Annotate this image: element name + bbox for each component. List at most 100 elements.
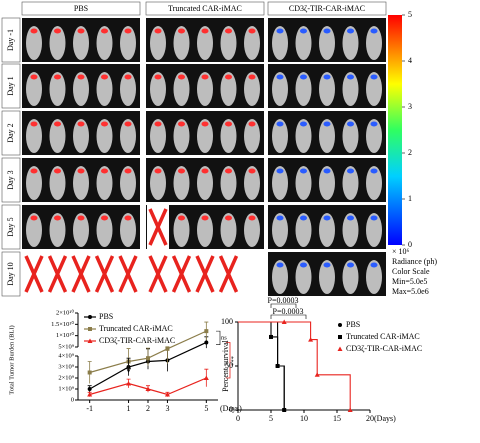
point xyxy=(337,346,343,351)
signal xyxy=(300,74,307,80)
signal xyxy=(276,121,284,127)
mouse xyxy=(73,119,89,153)
day-label-box xyxy=(1,251,21,297)
group-header: CD3ζ-TIR-CAR-iMAC xyxy=(289,4,365,13)
day-label-box xyxy=(1,63,21,109)
mouse xyxy=(120,72,136,106)
point xyxy=(282,408,287,412)
day-label: Day -1 xyxy=(6,29,15,51)
day-label-box xyxy=(1,110,21,156)
x-tick-label: 20 xyxy=(366,414,374,423)
mouse xyxy=(26,26,42,60)
signal xyxy=(178,121,185,127)
mouse xyxy=(96,213,113,247)
legend-label: PBS xyxy=(99,312,113,321)
point xyxy=(87,392,93,397)
legend-label: PBS xyxy=(346,320,360,329)
day-label-box xyxy=(1,204,21,250)
signal xyxy=(300,168,307,174)
signal xyxy=(124,74,132,80)
survival-curve xyxy=(238,321,351,410)
point xyxy=(165,346,170,351)
bracket xyxy=(226,342,231,379)
signal xyxy=(347,262,354,268)
mouse xyxy=(295,260,312,294)
signal xyxy=(201,168,209,174)
signal xyxy=(248,74,256,80)
point xyxy=(126,381,132,386)
signal xyxy=(54,74,61,80)
signal xyxy=(124,215,132,221)
signal xyxy=(225,168,232,174)
mouse xyxy=(49,72,66,106)
signal xyxy=(370,28,378,34)
signal xyxy=(300,28,307,34)
mouse xyxy=(272,213,288,247)
signal xyxy=(124,121,132,127)
legend-label: Truncated CAR-iMAC xyxy=(346,332,420,341)
signal xyxy=(248,168,256,174)
mouse xyxy=(366,166,382,200)
day-label: Day 5 xyxy=(6,217,15,236)
point xyxy=(164,392,170,397)
y-axis-label: Percent survival xyxy=(221,339,230,392)
signal xyxy=(370,215,378,221)
signal xyxy=(248,121,256,127)
colorbar-max: Max=5.0e6 xyxy=(392,287,429,296)
death-cross xyxy=(148,208,168,246)
point xyxy=(88,315,92,319)
colorbar-min: Min=5.0e5 xyxy=(392,277,427,286)
mouse xyxy=(73,72,89,106)
signal xyxy=(101,121,108,127)
signal xyxy=(54,28,61,34)
death-cross xyxy=(195,255,215,293)
x-axis-label: (Days) xyxy=(220,404,242,413)
colorbar-tick-label: 1 xyxy=(408,194,412,203)
group-header-box xyxy=(267,1,387,16)
mouse xyxy=(244,26,260,60)
mouse xyxy=(197,213,213,247)
group-header-box xyxy=(21,1,141,16)
day-label: Day 2 xyxy=(6,123,15,142)
mouse xyxy=(220,72,237,106)
signal xyxy=(178,215,185,221)
colorbar xyxy=(388,15,402,245)
colorbar-tick-label: 2 xyxy=(408,148,412,157)
signal xyxy=(178,168,185,174)
x-tick-label: 2 xyxy=(146,404,150,413)
signal xyxy=(225,28,232,34)
mouse xyxy=(49,119,66,153)
mouse xyxy=(319,72,335,106)
signal xyxy=(225,74,232,80)
mouse xyxy=(272,119,288,153)
mouse xyxy=(26,213,42,247)
colorbar-multiplier: × 10⁶ xyxy=(392,247,410,256)
death-cross xyxy=(148,255,168,293)
point xyxy=(281,319,287,324)
signal xyxy=(323,262,331,268)
mouse xyxy=(73,213,89,247)
mouse xyxy=(342,72,359,106)
mouse xyxy=(173,72,190,106)
signal xyxy=(347,74,354,80)
signal xyxy=(323,28,331,34)
mouse xyxy=(295,26,312,60)
legend-label: CD3ζ-TIR-CAR-iMAC xyxy=(99,336,175,345)
x-tick-label: 10 xyxy=(300,414,308,423)
legend-label: CD3ζ-TIR-CAR-iMAC xyxy=(346,344,422,353)
mouse xyxy=(120,213,136,247)
mouse xyxy=(173,213,190,247)
mouse xyxy=(366,213,382,247)
mouse xyxy=(272,72,288,106)
signal xyxy=(300,215,307,221)
p-value: P=0.0003 xyxy=(273,307,304,316)
mouse xyxy=(366,26,382,60)
mouse xyxy=(244,166,260,200)
signal xyxy=(178,74,185,80)
mouse xyxy=(173,166,190,200)
mouse xyxy=(197,26,213,60)
mouse xyxy=(150,166,166,200)
signal xyxy=(30,168,38,174)
point xyxy=(203,375,209,380)
y-tick-label: 5×10⁹ xyxy=(58,343,74,350)
